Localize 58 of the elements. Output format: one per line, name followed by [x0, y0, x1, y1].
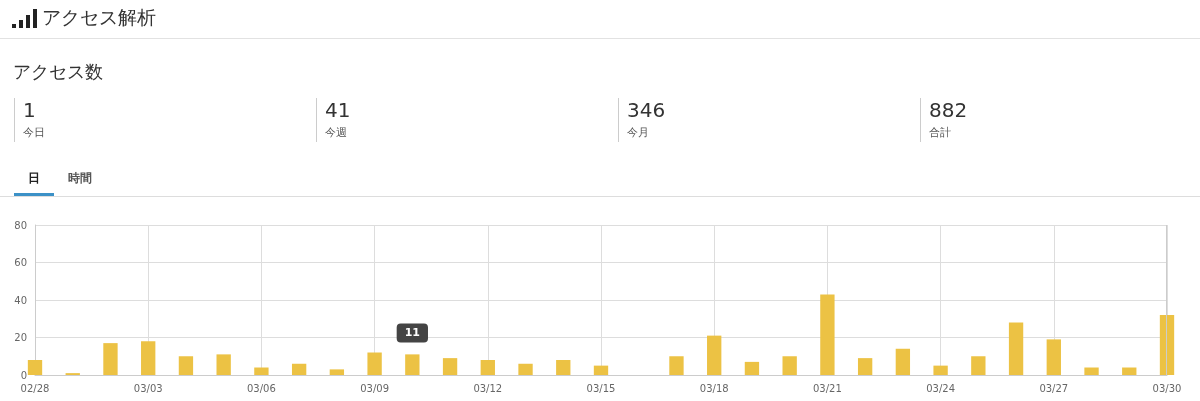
text: 882: [929, 98, 968, 122]
chart-subtitle: アクセス数: [13, 60, 103, 84]
y-tick-label: 20: [14, 332, 27, 343]
bar: [27, 360, 43, 375]
chart-title: アクセス解析: [42, 6, 156, 28]
bar: [556, 360, 571, 375]
bar: [518, 363, 533, 375]
bar: [141, 341, 156, 375]
y-tick-label: 0: [20, 369, 27, 381]
text: 今月: [627, 125, 650, 140]
data-label: 11: [404, 326, 420, 340]
bar: [895, 348, 911, 375]
x-tick-label: 03/06: [246, 382, 276, 394]
bar: [971, 356, 986, 375]
text: 346: [627, 98, 666, 122]
bar: [254, 367, 269, 375]
bar: [103, 343, 118, 375]
bar: [669, 356, 684, 375]
text: 合計: [929, 125, 952, 140]
text: 今週: [325, 125, 348, 140]
bar: [1008, 322, 1024, 375]
x-tick-label: 03/12: [473, 382, 503, 394]
x-tick-label: 03/09: [360, 382, 390, 394]
bar: [405, 354, 420, 375]
bar: [178, 356, 194, 375]
bar: [933, 365, 948, 375]
x-tick-label: 03/21: [812, 382, 842, 394]
text: 日: [14, 167, 54, 196]
y-tick-label: 40: [14, 294, 27, 306]
y-tick-label: 80: [14, 219, 27, 231]
bar: [367, 352, 382, 375]
x-tick-label: 03/30: [1152, 382, 1182, 394]
text: 時間: [68, 170, 93, 187]
bar: [442, 358, 458, 375]
x-tick-label: 03/15: [586, 382, 616, 394]
bar: [782, 356, 797, 375]
bar: [744, 361, 760, 375]
text: 41: [325, 98, 351, 122]
bar: [1046, 339, 1061, 375]
bar: [1159, 315, 1175, 375]
bar: [1084, 367, 1099, 375]
bar: [857, 358, 873, 375]
bar: [329, 369, 345, 375]
bar: [820, 294, 835, 375]
text: 1: [23, 98, 37, 122]
x-tick-label: 02/28: [20, 382, 50, 394]
x-tick-label: 03/03: [133, 382, 163, 394]
x-tick-label: 03/18: [699, 382, 729, 394]
x-tick-label: 03/27: [1039, 382, 1069, 394]
bar: [593, 365, 609, 375]
bar: [216, 354, 231, 375]
y-tick-label: 60: [14, 257, 27, 268]
text: 今日: [23, 125, 45, 140]
bar: [707, 335, 722, 375]
bar: [480, 360, 495, 375]
bar: [1122, 367, 1137, 375]
x-tick-label: 03/24: [926, 382, 956, 394]
bar: [291, 363, 307, 375]
